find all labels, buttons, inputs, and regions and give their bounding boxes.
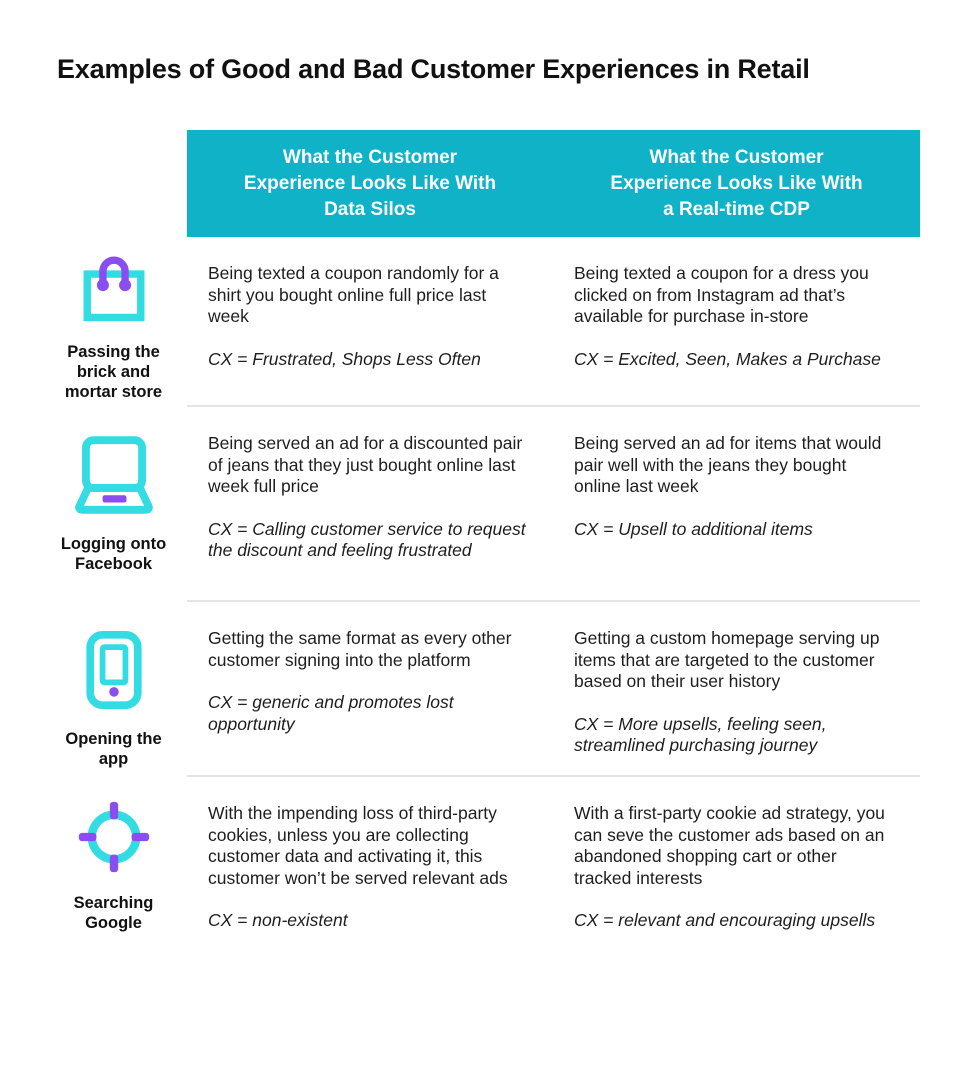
page-title: Examples of Good and Bad Customer Experi… [57, 54, 810, 84]
cx-outcome-text: CX = Frustrated, Shops Less Often [208, 348, 481, 369]
column-header-label: What the Customer Experience Looks Like … [610, 146, 863, 220]
cx-outcome-text: CX = non-existent [208, 910, 348, 930]
shopping-bag-icon [77, 251, 151, 328]
experience-text: Getting a custom homepage serving up ite… [574, 628, 880, 691]
cell-data-silos: Being served an ad for a discounted pair… [187, 405, 553, 600]
cell-realtime-cdp: With a first-party cookie ad strategy, y… [553, 775, 920, 980]
table-header-row: What the Customer Experience Looks Like … [40, 130, 920, 237]
experience-text: With a first-party cookie ad strategy, y… [574, 803, 885, 888]
cx-outcome-text: CX = More upsells, feeling seen, streaml… [574, 713, 827, 756]
row-label: Logging onto Facebook [60, 535, 167, 573]
header-spacer [40, 130, 187, 237]
experience-text: Getting the same format as every other c… [208, 628, 512, 670]
column-header-label: What the Customer Experience Looks Like … [243, 146, 497, 220]
cell-realtime-cdp: Being texted a coupon for a dress you cl… [553, 237, 920, 405]
cx-outcome-text: CX = Upsell to additional items [574, 518, 813, 539]
table-row: Searching Google With the impending loss… [40, 775, 920, 980]
row-icon-cell: Searching Google [40, 775, 187, 980]
row-label: Opening the app [65, 730, 162, 768]
row-label: Searching Google [73, 894, 154, 932]
experience-text: Being served an ad for a discounted pair… [208, 433, 523, 496]
laptop-icon [67, 435, 161, 520]
cell-data-silos: Being texted a coupon randomly for a shi… [187, 237, 553, 405]
cell-data-silos: With the impending loss of third-party c… [187, 775, 553, 980]
cell-data-silos: Getting the same format as every other c… [187, 600, 553, 775]
experience-text: Being served an ad for items that would … [574, 433, 882, 496]
row-icon-cell: Opening the app [40, 600, 187, 775]
cx-outcome-text: CX = Calling customer service to request… [208, 518, 526, 561]
row-label: Passing the brick and mortar store [64, 343, 163, 401]
experience-text: Being texted a coupon randomly for a shi… [208, 263, 499, 326]
comparison-table: What the Customer Experience Looks Like … [40, 130, 920, 980]
cx-outcome-text: CX = Excited, Seen, Makes a Purchase [574, 348, 881, 369]
table-row: Opening the app Getting the same format … [40, 600, 920, 775]
target-icon [77, 800, 151, 879]
cx-outcome-text: CX = relevant and encouraging upsells [574, 910, 876, 930]
row-icon-cell: Passing the brick and mortar store [40, 237, 187, 405]
table-row: Passing the brick and mortar store Being… [40, 237, 920, 405]
experience-text: Being texted a coupon for a dress you cl… [574, 263, 869, 326]
experience-text: With the impending loss of third-party c… [208, 803, 508, 888]
cell-realtime-cdp: Getting a custom homepage serving up ite… [553, 600, 920, 775]
table-row: Logging onto Facebook Being served an ad… [40, 405, 920, 600]
smartphone-icon [85, 630, 143, 715]
column-header-data-silos: What the Customer Experience Looks Like … [187, 130, 553, 237]
cx-outcome-text: CX = generic and promotes lost opportuni… [208, 692, 454, 734]
cell-realtime-cdp: Being served an ad for items that would … [553, 405, 920, 600]
row-icon-cell: Logging onto Facebook [40, 405, 187, 600]
column-header-realtime-cdp: What the Customer Experience Looks Like … [553, 130, 920, 237]
